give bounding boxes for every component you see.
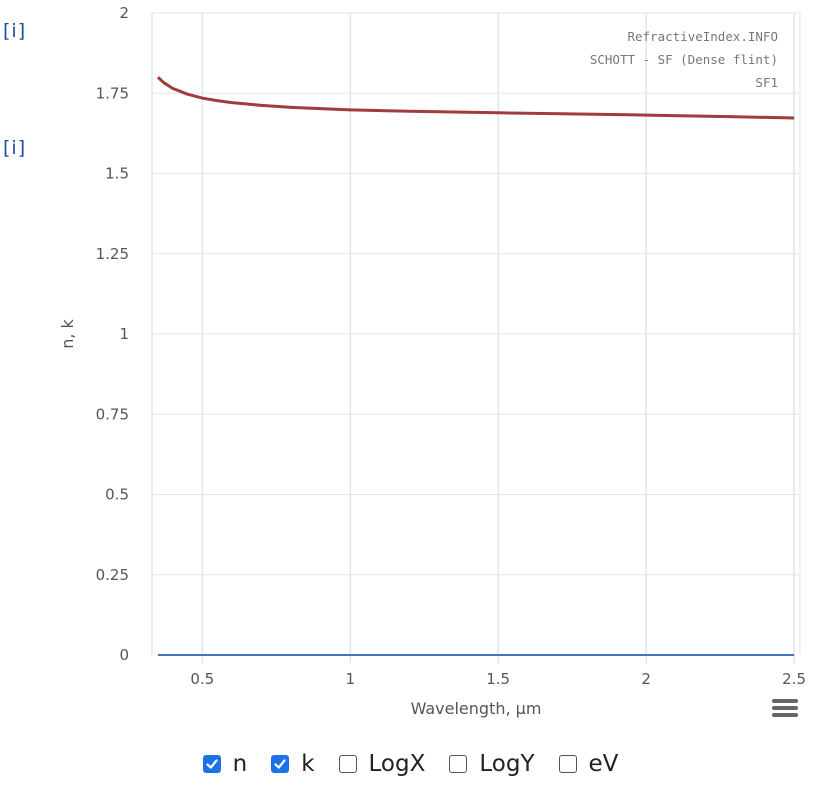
y-tick-label: 2 <box>119 4 129 22</box>
y-tick-label: 0.25 <box>96 566 129 584</box>
y-tick-label: 1.75 <box>96 84 129 102</box>
credit-line: SF1 <box>755 75 778 90</box>
controls-bar: n k LogX LogY eV <box>0 745 821 783</box>
checkbox-logx[interactable] <box>338 755 357 773</box>
grid <box>152 12 800 655</box>
x-tick-label: 2.5 <box>782 670 806 688</box>
check-icon <box>206 759 218 769</box>
checkbox-logy[interactable] <box>449 755 468 773</box>
checkbox-ev[interactable] <box>558 755 577 773</box>
toggle-ev[interactable]: eV <box>558 751 619 777</box>
toggle-label: LogX <box>368 751 426 777</box>
menu-bar-2 <box>772 706 798 710</box>
y-tick-label: 1.5 <box>105 165 129 183</box>
info-link-2[interactable]: [i] <box>3 137 27 159</box>
toggle-logy[interactable]: LogY <box>449 751 535 777</box>
credit-line: RefractiveIndex.INFO <box>627 29 778 44</box>
x-tick-label: 1 <box>345 670 355 688</box>
menu-bar-3 <box>772 713 798 717</box>
checkbox-n[interactable] <box>202 755 221 773</box>
y-tick-label: 0 <box>119 646 129 664</box>
y-tick-label: 0.75 <box>96 405 129 423</box>
toggle-label: LogY <box>479 751 535 777</box>
toggle-label: eV <box>588 751 619 777</box>
x-tick-label: 0.5 <box>190 670 214 688</box>
credit-line: SCHOTT - SF (Dense flint) <box>590 52 778 67</box>
toggle-k[interactable]: k <box>271 751 315 777</box>
chart-menu-button[interactable] <box>772 699 798 721</box>
toggle-label: n <box>232 751 248 777</box>
check-icon <box>274 759 286 769</box>
y-tick-label: 1 <box>119 325 129 343</box>
chart: 0 0.25 0.5 0.75 1 1.25 1.5 1.75 2 0.5 1 1.5 2 2.5 Ref… <box>58 4 806 718</box>
toggle-n[interactable]: n <box>202 751 248 777</box>
credits: RefractiveIndex.INFO SCHOTT - SF (Dense f… <box>590 29 778 90</box>
toggle-logx[interactable]: LogX <box>338 751 426 777</box>
x-axis-title: Wavelength, µm <box>411 699 542 718</box>
checkbox-k[interactable] <box>271 755 290 773</box>
series-line-n <box>156 76 795 120</box>
y-tick-label: 0.5 <box>105 486 129 504</box>
y-axis-title: n, k <box>58 318 77 348</box>
x-tick-label: 1.5 <box>486 670 510 688</box>
info-link-1[interactable]: [i] <box>3 20 27 42</box>
menu-bar-1 <box>772 699 798 703</box>
axes: 0 0.25 0.5 0.75 1 1.25 1.5 1.75 2 0.5 1 1.5 2 2.5 <box>96 4 806 688</box>
x-tick-label: 2 <box>641 670 651 688</box>
toggle-label: k <box>301 751 315 777</box>
series-layer <box>156 76 795 656</box>
y-tick-label: 1.25 <box>96 245 129 263</box>
